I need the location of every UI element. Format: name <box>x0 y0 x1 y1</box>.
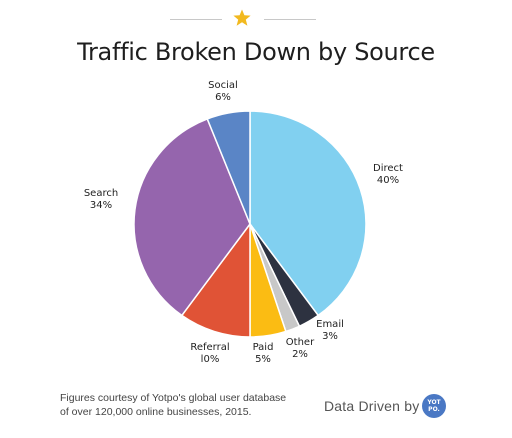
pie-slice-direct <box>249 110 367 317</box>
logo-text-bottom: PO. <box>428 406 440 413</box>
slice-name: Referral <box>190 342 230 353</box>
pie-slice-referral <box>181 223 251 338</box>
star-icon <box>233 9 251 26</box>
header-divider-left <box>170 19 222 20</box>
slice-name: Search <box>83 188 119 199</box>
slice-name: Other <box>285 337 315 348</box>
slice-percent: 40% <box>376 175 400 186</box>
slice-name: Paid <box>252 342 274 353</box>
slice-percent: 6% <box>215 92 231 103</box>
slice-name: Direct <box>373 163 403 174</box>
brand-credit: Data Driven by <box>324 398 420 414</box>
footnote-line-2: of over 120,000 online businesses, 2015. <box>60 406 252 418</box>
slice-label-other: Other 2% <box>286 337 314 361</box>
slice-percent: 3% <box>322 331 338 342</box>
slice-label-referral: Referral l0% <box>190 342 229 366</box>
slice-label-direct: Direct 40% <box>373 163 403 187</box>
source-footnote: Figures courtesy of Yotpo's global user … <box>60 391 286 419</box>
slice-percent: 5% <box>255 354 271 365</box>
yotpo-logo: YOT PO. <box>422 394 446 418</box>
slice-label-email: Email 3% <box>316 319 344 343</box>
slice-name: Email <box>316 319 344 330</box>
footnote-line-1: Figures courtesy of Yotpo's global user … <box>60 392 287 404</box>
pie-slice-search <box>133 118 251 317</box>
slice-percent: 2% <box>292 349 308 360</box>
header-divider-right <box>264 19 316 20</box>
slice-label-paid: Paid 5% <box>253 342 274 366</box>
chart-title: Traffic Broken Down by Source <box>77 38 435 66</box>
logo-text-top: YOT <box>427 399 441 406</box>
slice-label-social: Social 6% <box>208 80 238 104</box>
pie-slice-social <box>206 110 251 225</box>
slice-percent: 34% <box>89 200 113 211</box>
slice-name: Social <box>208 80 238 91</box>
slice-label-search: Search 34% <box>84 188 118 212</box>
slice-percent: l0% <box>200 354 220 365</box>
